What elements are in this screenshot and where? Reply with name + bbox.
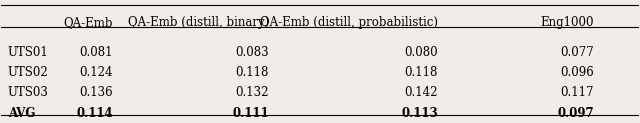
Text: UTS01: UTS01 bbox=[8, 46, 49, 59]
Text: Eng1000: Eng1000 bbox=[541, 16, 594, 30]
Text: 0.111: 0.111 bbox=[232, 107, 269, 120]
Text: 0.118: 0.118 bbox=[236, 66, 269, 79]
Text: 0.113: 0.113 bbox=[401, 107, 438, 120]
Text: QA-Emb: QA-Emb bbox=[63, 16, 113, 30]
Text: QA-Emb (distill, binary): QA-Emb (distill, binary) bbox=[128, 16, 269, 30]
Text: 0.132: 0.132 bbox=[236, 86, 269, 99]
Text: 0.077: 0.077 bbox=[560, 46, 594, 59]
Text: 0.124: 0.124 bbox=[79, 66, 113, 79]
Text: UTS03: UTS03 bbox=[8, 86, 49, 99]
Text: 0.118: 0.118 bbox=[404, 66, 438, 79]
Text: 0.136: 0.136 bbox=[79, 86, 113, 99]
Text: 0.081: 0.081 bbox=[79, 46, 113, 59]
Text: 0.096: 0.096 bbox=[560, 66, 594, 79]
Text: 0.114: 0.114 bbox=[76, 107, 113, 120]
Text: AVG: AVG bbox=[8, 107, 35, 120]
Text: 0.097: 0.097 bbox=[557, 107, 594, 120]
Text: QA-Emb (distill, probabilistic): QA-Emb (distill, probabilistic) bbox=[260, 16, 438, 30]
Text: 0.083: 0.083 bbox=[236, 46, 269, 59]
Text: 0.142: 0.142 bbox=[404, 86, 438, 99]
Text: UTS02: UTS02 bbox=[8, 66, 49, 79]
Text: 0.117: 0.117 bbox=[561, 86, 594, 99]
Text: 0.080: 0.080 bbox=[404, 46, 438, 59]
